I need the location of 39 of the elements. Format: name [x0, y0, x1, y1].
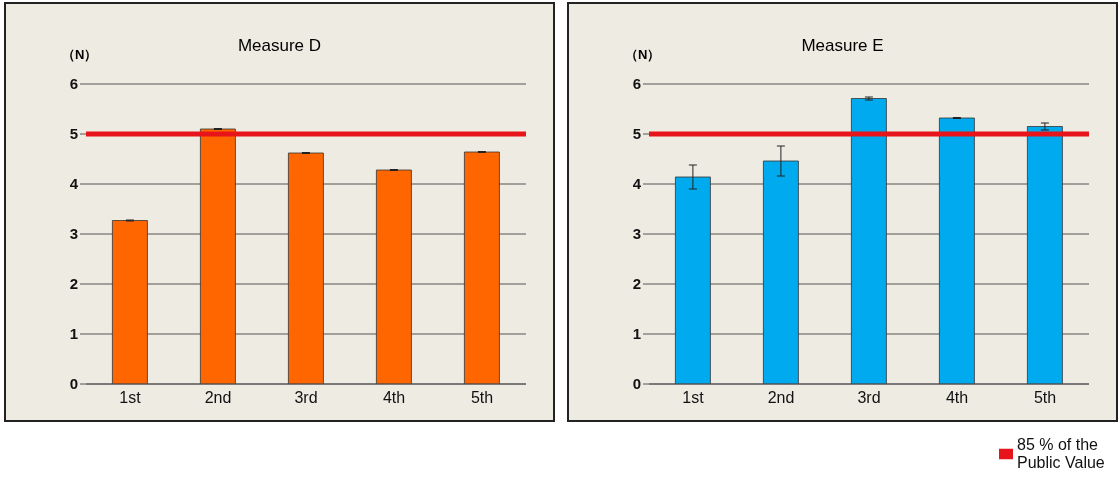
y-tick-label: 1 [632, 325, 641, 343]
x-tick-label: 5th [470, 389, 494, 407]
y-tick-label: 6 [632, 75, 641, 93]
y-tick-label: 4 [69, 175, 79, 193]
legend-label: 85 % of the Public Value [1017, 436, 1106, 472]
y-tick-label: 5 [632, 125, 641, 143]
y-tick-label: 6 [69, 75, 78, 93]
x-tick-label: 1st [119, 389, 142, 407]
x-tick-label: 5th [1033, 389, 1057, 407]
bar [851, 98, 887, 384]
y-tick-label: 2 [69, 275, 78, 293]
y-tick-label: 4 [632, 175, 642, 193]
x-tick-label: 2nd [767, 389, 795, 407]
x-tick-label: 3rd [294, 389, 318, 407]
bar [939, 117, 975, 384]
y-axis-title: （N） [62, 46, 98, 64]
y-tick-label: 0 [69, 375, 78, 393]
bar [675, 176, 711, 384]
bar [288, 152, 324, 384]
bar [200, 128, 236, 384]
bar [376, 169, 412, 384]
x-tick-label: 2nd [204, 389, 232, 407]
y-tick-label: 1 [69, 325, 78, 343]
x-tick-label: 4th [945, 389, 969, 407]
bar [763, 160, 799, 384]
x-tick-label: 3rd [857, 389, 881, 407]
y-tick-label: 5 [69, 125, 78, 143]
chart-title: Measure E [801, 36, 884, 55]
x-tick-label: 1st [682, 389, 705, 407]
bar [1027, 126, 1063, 384]
chart-title: Measure D [237, 36, 322, 55]
y-tick-label: 3 [69, 225, 78, 243]
x-tick-label: 4th [382, 389, 406, 407]
y-axis-title: （N） [625, 46, 661, 64]
y-tick-label: 0 [632, 375, 641, 393]
bar [464, 151, 500, 384]
y-tick-label: 3 [632, 225, 641, 243]
bar [112, 220, 148, 384]
y-tick-label: 2 [632, 275, 641, 293]
